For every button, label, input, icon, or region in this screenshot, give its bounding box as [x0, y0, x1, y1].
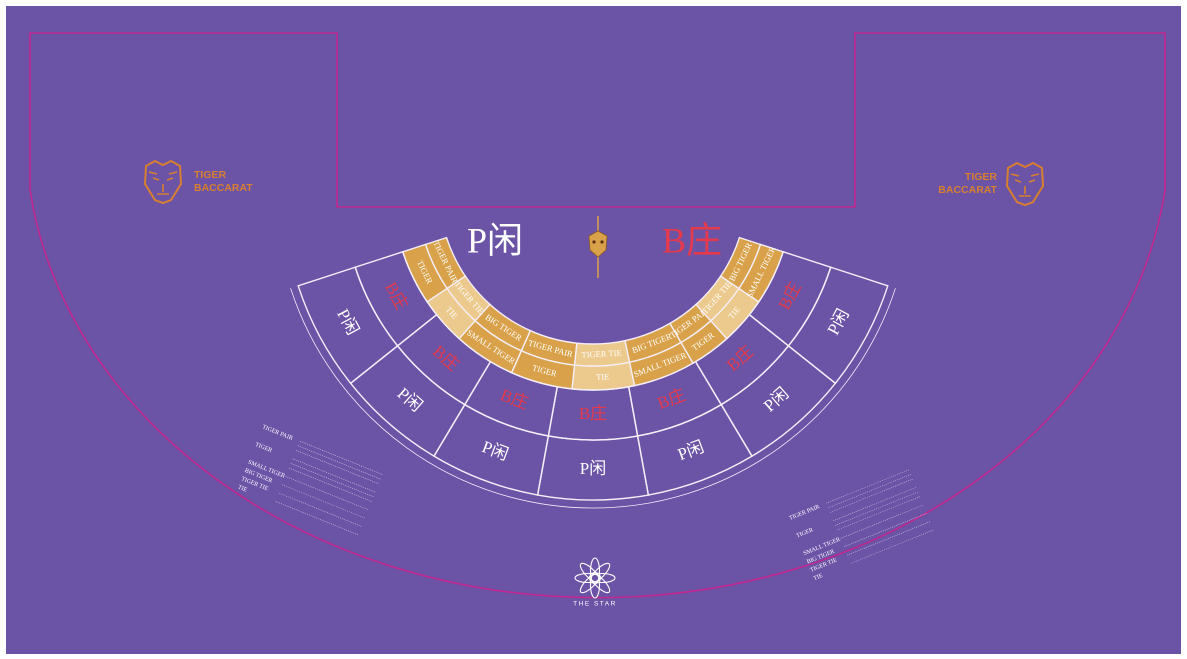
- player-bet-label: P闲: [580, 459, 606, 478]
- paytable-heading: TIE: [237, 485, 248, 494]
- side-bet-label: TIGER TIE: [581, 348, 622, 360]
- side-bet-box[interactable]: [669, 303, 712, 344]
- side-bet-box[interactable]: [573, 339, 631, 367]
- table-border-line: [29, 32, 1166, 599]
- tiger-head-icon: [588, 230, 608, 258]
- banker-bet-label: B庄: [579, 404, 607, 423]
- side-bet-box[interactable]: [520, 329, 578, 366]
- logo-text-right-1: TIGER: [965, 171, 998, 183]
- outer-ring-line: [290, 288, 896, 509]
- center-banker-label: B庄: [662, 220, 722, 260]
- side-bet-label: TIE: [596, 371, 610, 382]
- side-bet-box[interactable]: [719, 236, 762, 290]
- felt-background: [6, 6, 1181, 654]
- center-player-label: P闲: [467, 220, 523, 260]
- logo-text-left-2: BACCARAT: [194, 182, 253, 194]
- side-bet-box[interactable]: [424, 236, 467, 290]
- side-bet-box[interactable]: [446, 275, 491, 322]
- logo-text-right-2: BACCARAT: [938, 184, 997, 196]
- player-bet-box[interactable]: [297, 266, 399, 385]
- logo-text-left-1: TIGER: [194, 169, 227, 181]
- tiger-logo-icon: [143, 159, 183, 205]
- tiger-logo-icon: [1005, 161, 1045, 207]
- side-bet-box[interactable]: [695, 275, 740, 322]
- the-star-logo-icon: [574, 557, 616, 599]
- paytable-heading: TIE: [813, 573, 824, 582]
- casino-name: THE STAR: [573, 601, 617, 608]
- side-bet-box[interactable]: [624, 322, 682, 363]
- side-bet-box[interactable]: [474, 303, 532, 352]
